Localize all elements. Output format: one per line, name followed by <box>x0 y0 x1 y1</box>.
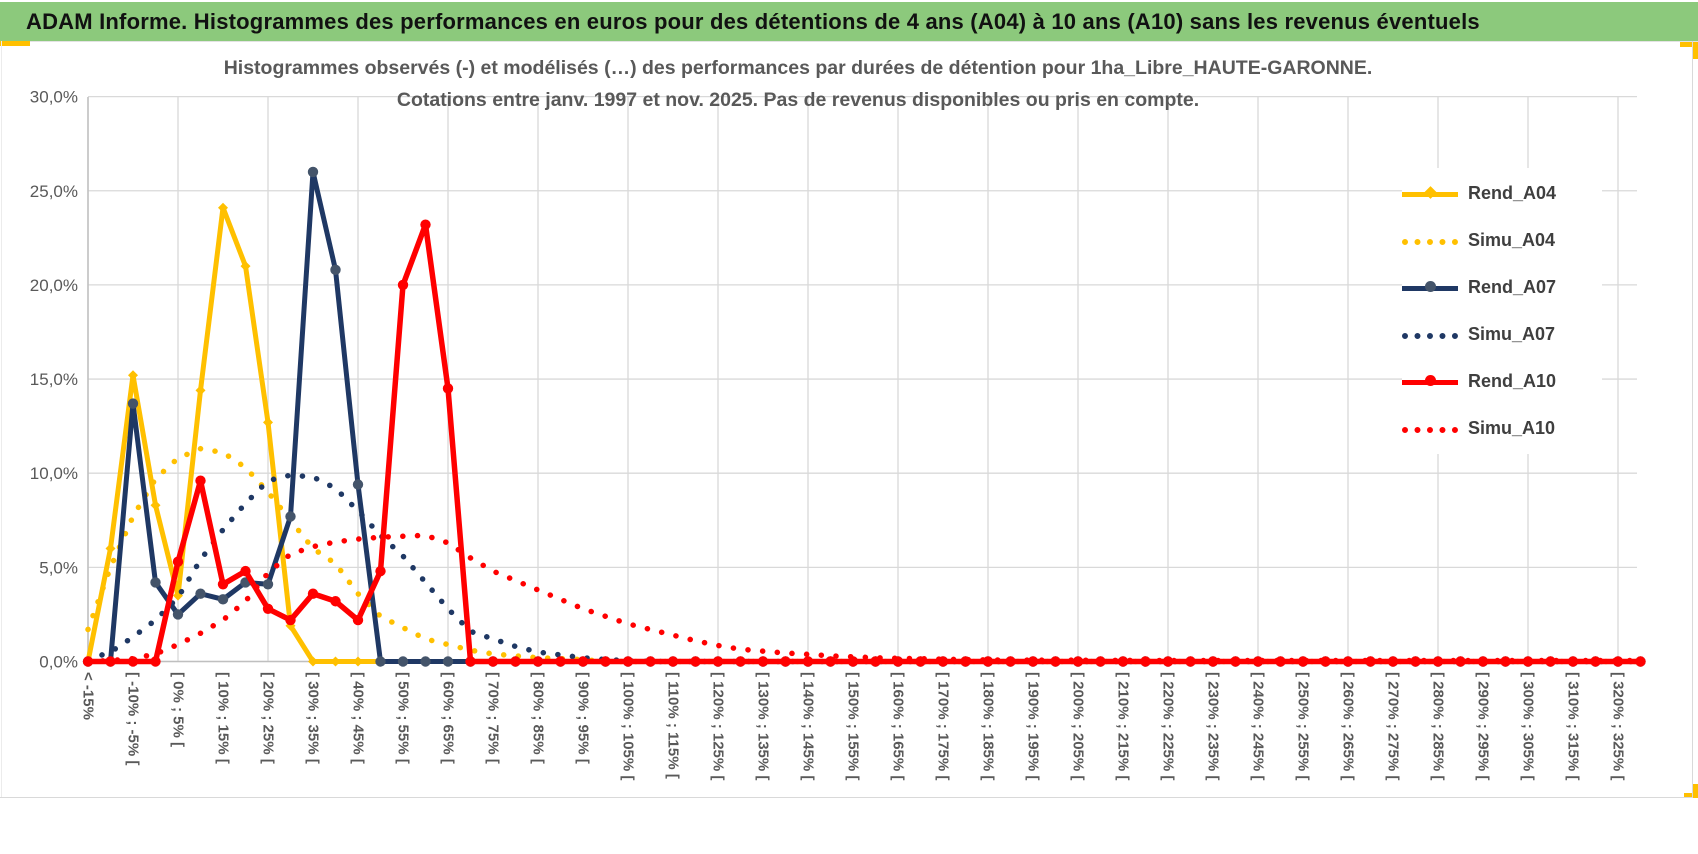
legend-sample-simu-a04 <box>1402 238 1458 245</box>
x-axis-label: [ 80% ; 85% [ <box>530 672 547 764</box>
x-axis-label: [ 20% ; 25% [ <box>260 672 277 764</box>
chart-frame-left <box>1 41 2 798</box>
x-axis-label: [ 100% ; 105% [ <box>620 672 637 780</box>
accent-dash-top-left <box>0 41 30 46</box>
x-axis-label: [ 110% ; 115% [ <box>665 672 682 779</box>
legend-sample-rend-a10 <box>1402 374 1458 386</box>
chart-frame-right <box>1692 41 1693 798</box>
gridlines <box>87 95 1637 663</box>
x-axis-label: [ 10% ; 15% [ <box>215 672 232 764</box>
legend-label: Simu_A10 <box>1468 418 1556 438</box>
x-axis-label: [ 310% ; 315% [ <box>1565 672 1582 780</box>
legend-entry-rend-a04[interactable]: Rend_A04 <box>1402 170 1602 217</box>
chart-title-line1: Histogrammes observés (-) et modélisés (… <box>224 57 1373 79</box>
x-axis-label: [ 240% ; 245% [ <box>1250 672 1267 780</box>
legend-label: Rend_A04 <box>1468 183 1557 203</box>
report-header: ADAM Informe. Histogrammes des performan… <box>0 2 1698 42</box>
legend-label: Simu_A07 <box>1468 324 1556 344</box>
y-axis-label: 25,0% <box>30 182 78 201</box>
x-axis-label: [ 170% ; 175% [ <box>935 672 952 780</box>
x-axis-label: [ 230% ; 235% [ <box>1205 672 1222 780</box>
x-axis-label: [ 120% ; 125% [ <box>710 672 727 780</box>
x-axis-label: [ 150% ; 155% [ <box>845 672 862 780</box>
x-axis-label: [ 320% ; 325% [ <box>1610 672 1627 780</box>
chart-title-line2: Cotations entre janv. 1997 et nov. 2025.… <box>397 89 1199 111</box>
legend-label: Rend_A10 <box>1468 371 1557 391</box>
x-axis-label: [ 160% ; 165% [ <box>890 672 907 780</box>
legend-entry-simu-a04[interactable]: Simu_A04 <box>1402 217 1602 264</box>
accent-corner-top-right-v <box>1693 42 1698 59</box>
accent-corner-top-right <box>1680 42 1698 47</box>
chart-frame-bottom <box>0 797 1693 798</box>
y-axis-label: 30,0% <box>30 88 78 107</box>
legend-label: Rend_A07 <box>1468 277 1557 297</box>
x-axis-label: [ 70% ; 75% [ <box>485 672 502 764</box>
y-axis-label: 5,0% <box>39 558 78 577</box>
y-axis-label: 15,0% <box>30 370 78 389</box>
legend-sample-simu-a07 <box>1402 332 1458 339</box>
x-axis-label: [ 220% ; 225% [ <box>1160 672 1177 780</box>
x-axis-label: [ 40% ; 45% [ <box>350 672 367 764</box>
series-line-Simu_A10 <box>85 532 1644 665</box>
x-axis-label: [ 260% ; 265% [ <box>1340 672 1357 780</box>
x-axis-label: < -15% <box>80 672 97 720</box>
x-axis-label: [ 30% ; 35% [ <box>305 672 322 764</box>
x-axis-label: [ -10% ; -5% [ <box>125 672 142 765</box>
y-axis-label: 0,0% <box>39 653 78 672</box>
x-axis-label: [ 200% ; 205% [ <box>1070 672 1087 780</box>
legend-entry-simu-a07[interactable]: Simu_A07 <box>1402 311 1602 358</box>
legend-sample-rend-a04 <box>1402 185 1458 199</box>
y-axis-label: 20,0% <box>30 276 78 295</box>
x-axis-label: [ 60% ; 65% [ <box>440 672 457 764</box>
x-axis-label: [ 0% ; 5% [ <box>170 672 187 747</box>
legend-label: Simu_A04 <box>1468 230 1556 250</box>
series-line-Simu_A04 <box>85 445 1644 665</box>
x-axis-label: [ 280% ; 285% [ <box>1430 672 1447 780</box>
x-axis-label: [ 180% ; 185% [ <box>980 672 997 780</box>
x-axis-label: [ 270% ; 275% [ <box>1385 672 1402 780</box>
legend-sample-simu-a10 <box>1402 426 1458 433</box>
x-axis-label: [ 190% ; 195% [ <box>1025 672 1042 780</box>
x-axis-label: [ 290% ; 295% [ <box>1475 672 1492 780</box>
accent-corner-bottom-right-v <box>1693 784 1698 798</box>
chart-legend: Rend_A04 Simu_A04 Rend_A07 Simu_A07 Rend… <box>1402 168 1602 454</box>
x-axis-label: [ 210% ; 215% [ <box>1115 672 1132 780</box>
x-axis-label: [ 140% ; 145% [ <box>800 672 817 780</box>
report-title: ADAM Informe. Histogrammes des performan… <box>26 8 1480 34</box>
x-axis-label: [ 250% ; 255% [ <box>1295 672 1312 780</box>
y-axis-label: 10,0% <box>30 464 78 483</box>
x-axis-label: [ 300% ; 305% [ <box>1520 672 1537 780</box>
legend-sample-rend-a07 <box>1402 280 1458 292</box>
x-axis-label: [ 130% ; 135% [ <box>755 672 772 780</box>
performance-histogram-chart: 30,0% 25,0% 20,0% 15,0% 10,0% 5,0% 0,0%< -15% [… <box>30 57 1646 780</box>
legend-entry-simu-a10[interactable]: Simu_A10 <box>1402 405 1602 452</box>
legend-entry-rend-a07[interactable]: Rend_A07 <box>1402 264 1602 311</box>
legend-entry-rend-a10[interactable]: Rend_A10 <box>1402 358 1602 405</box>
accent-corner-bottom-right <box>1684 793 1698 798</box>
x-axis-label: [ 50% ; 55% [ <box>395 672 412 764</box>
x-axis-label: [ 90% ; 95% [ <box>575 672 592 764</box>
series-line-Simu_A07 <box>85 472 1644 665</box>
